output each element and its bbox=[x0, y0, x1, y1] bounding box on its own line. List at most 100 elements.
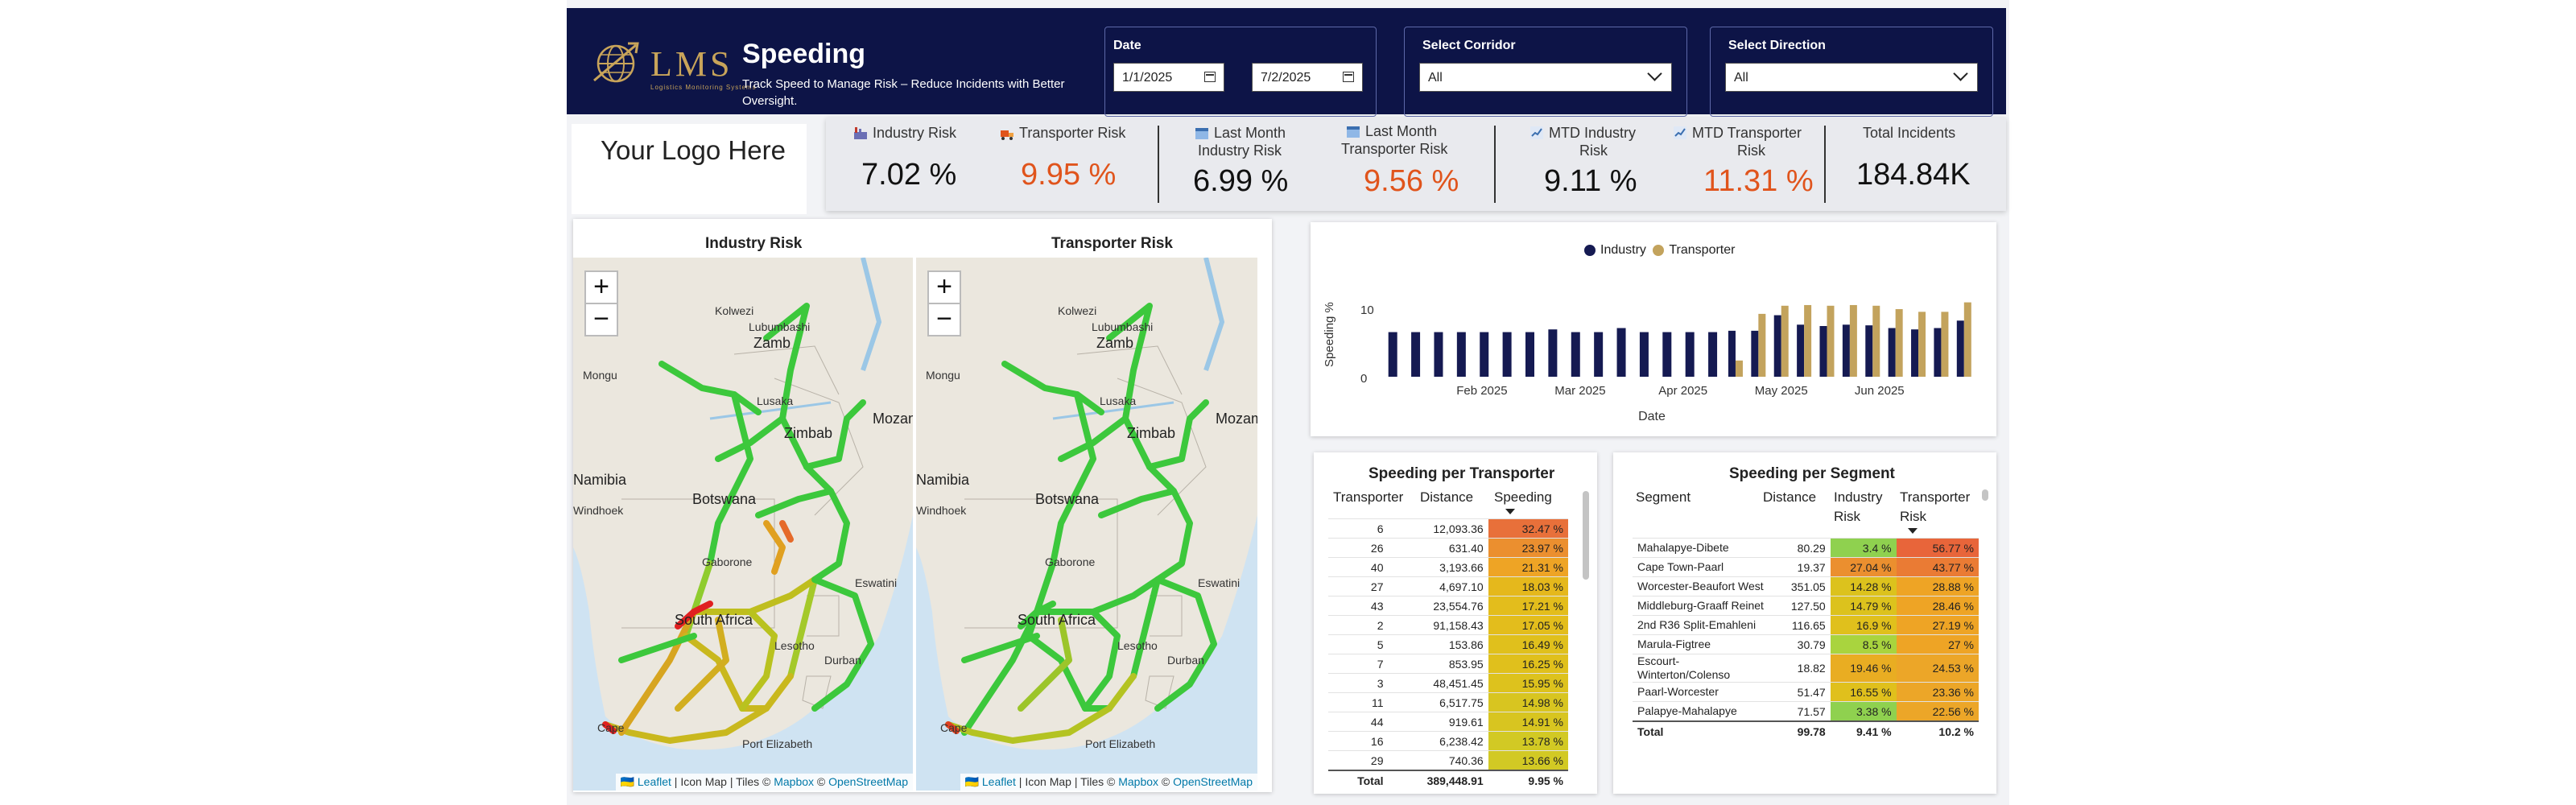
table-row[interactable]: 3 48,451.45 15.95 % bbox=[1328, 673, 1568, 693]
vertical-scrollbar[interactable] bbox=[1982, 489, 1988, 501]
chart-x-axis-label: Date bbox=[1638, 410, 1666, 423]
map-label-windhoek: Windhoek bbox=[916, 504, 967, 517]
industry-bar[interactable] bbox=[1525, 332, 1534, 377]
transporter-bar[interactable] bbox=[1872, 305, 1880, 377]
industry-bar[interactable] bbox=[1480, 332, 1489, 377]
mapbox-link[interactable]: Mapbox bbox=[774, 775, 815, 788]
transporter-bar[interactable] bbox=[1895, 309, 1903, 377]
table-row[interactable]: Paarl-Worcester 51.47 16.55 % 23.36 % bbox=[1633, 682, 1979, 702]
table-row[interactable]: Mahalapye-Dibete 80.29 3.4 % 56.77 % bbox=[1633, 538, 1979, 558]
zoom-in-button[interactable]: + bbox=[927, 270, 961, 304]
industry-risk-map[interactable]: Kolwezi Lubumbashi Zamb Mongu Lusaka Zim… bbox=[573, 258, 913, 791]
industry-bar[interactable] bbox=[1662, 332, 1672, 377]
industry-bar[interactable] bbox=[1594, 332, 1604, 377]
col-header-transporter-risk-1[interactable]: Transporter bbox=[1900, 489, 1971, 505]
industry-bar[interactable] bbox=[1571, 332, 1580, 377]
map-label-gaborone: Gaborone bbox=[1045, 555, 1096, 568]
table-row[interactable]: 2 91,158.43 17.05 % bbox=[1328, 615, 1568, 635]
direction-select[interactable]: All bbox=[1725, 63, 1978, 92]
industry-bar[interactable] bbox=[1751, 330, 1759, 377]
col-header-industry-risk-1[interactable]: Industry bbox=[1834, 489, 1883, 505]
col-header-distance[interactable]: Distance bbox=[1420, 489, 1474, 505]
calendar-icon[interactable] bbox=[1343, 72, 1354, 82]
table-row[interactable]: 16 6,238.42 13.78 % bbox=[1328, 731, 1568, 751]
industry-bar[interactable] bbox=[1685, 332, 1695, 377]
industry-bar[interactable] bbox=[1797, 324, 1805, 377]
industry-bar[interactable] bbox=[1934, 328, 1942, 377]
table-row[interactable]: Worcester-Beaufort West 351.05 14.28 % 28.8… bbox=[1633, 576, 1979, 597]
industry-map-canvas bbox=[573, 258, 913, 791]
transporter-bar[interactable] bbox=[1804, 304, 1812, 377]
industry-bar[interactable] bbox=[1865, 325, 1873, 377]
industry-bar[interactable] bbox=[1888, 328, 1896, 377]
sort-desc-icon[interactable] bbox=[1908, 528, 1918, 534]
transporter-bar[interactable] bbox=[1781, 305, 1789, 377]
corridor-select[interactable]: All bbox=[1419, 63, 1672, 92]
transporter-bar[interactable] bbox=[1941, 312, 1949, 377]
speeding-bar-chart[interactable]: Speeding % 10 0 Date Feb 2025 Mar 2025 Apr… bbox=[1311, 222, 1996, 436]
table-row[interactable]: Cape Town-Paarl 19.37 27.04 % 43.77 % bbox=[1633, 557, 1979, 577]
vertical-scrollbar[interactable] bbox=[1583, 491, 1589, 580]
openstreetmap-link[interactable]: OpenStreetMap bbox=[828, 775, 908, 788]
col-header-transporter-risk-2[interactable]: Risk bbox=[1900, 509, 1927, 524]
leaflet-link[interactable]: Leaflet bbox=[981, 775, 1016, 788]
col-header-speeding[interactable]: Speeding bbox=[1494, 489, 1552, 505]
date-from-input[interactable]: 1/1/2025 bbox=[1113, 63, 1224, 92]
industry-bar[interactable] bbox=[1434, 332, 1443, 377]
table-row[interactable]: 11 6,517.75 14.98 % bbox=[1328, 692, 1568, 712]
industry-bar[interactable] bbox=[1842, 324, 1850, 377]
industry-bar[interactable] bbox=[1911, 329, 1919, 377]
date-to-input[interactable]: 7/2/2025 bbox=[1252, 63, 1363, 92]
industry-bar[interactable] bbox=[1616, 328, 1626, 377]
chevron-down-icon[interactable] bbox=[1647, 66, 1662, 81]
table-row[interactable]: 6 12,093.36 32.47 % bbox=[1328, 518, 1568, 539]
table-row[interactable]: 43 23,554.76 17.21 % bbox=[1328, 596, 1568, 616]
table-row[interactable]: Palapye-Mahalapye 71.57 3.38 % 22.56 % bbox=[1633, 701, 1979, 721]
openstreetmap-link[interactable]: OpenStreetMap bbox=[1173, 775, 1253, 788]
transporter-risk-map[interactable]: Kolwezi Lubumbashi Zamb Mongu Lusaka Zim… bbox=[916, 258, 1257, 791]
table-row[interactable]: 2nd R36 Split-Emahleni 116.65 16.9 % 27.19 … bbox=[1633, 615, 1979, 635]
industry-bar[interactable] bbox=[1639, 332, 1649, 377]
transporter-bar[interactable] bbox=[1735, 360, 1743, 377]
table-row[interactable]: Marula-Figtree 30.79 8.5 % 27 % bbox=[1633, 634, 1979, 654]
zoom-out-button[interactable]: − bbox=[927, 303, 961, 336]
industry-bar[interactable] bbox=[1819, 326, 1827, 377]
industry-bar[interactable] bbox=[1411, 332, 1421, 377]
transporter-bar[interactable] bbox=[1758, 313, 1766, 377]
chart-bars bbox=[1388, 302, 1971, 377]
kpi-last-month-industry-label-1: Last Month bbox=[1214, 125, 1286, 141]
zoom-out-button[interactable]: − bbox=[584, 303, 618, 336]
chevron-down-icon[interactable] bbox=[1953, 66, 1968, 81]
industry-bar[interactable] bbox=[1708, 332, 1718, 377]
col-header-seg-distance[interactable]: Distance bbox=[1763, 489, 1817, 505]
industry-bar[interactable] bbox=[1456, 332, 1466, 377]
table-row[interactable]: Escourt-Winterton/Colenso 18.82 19.46 % 24.… bbox=[1633, 654, 1979, 683]
industry-bar[interactable] bbox=[1773, 315, 1781, 377]
table-row[interactable]: 5 153.86 16.49 % bbox=[1328, 634, 1568, 654]
col-header-industry-risk-2[interactable]: Risk bbox=[1834, 509, 1861, 524]
leaflet-link[interactable]: Leaflet bbox=[637, 775, 671, 788]
table-row[interactable]: 29 740.36 13.66 % bbox=[1328, 750, 1568, 770]
x-tick-label: Feb 2025 bbox=[1456, 384, 1507, 398]
zoom-in-button[interactable]: + bbox=[584, 270, 618, 304]
calendar-icon[interactable] bbox=[1204, 72, 1216, 82]
transporter-bar[interactable] bbox=[1849, 304, 1857, 377]
transporter-bar[interactable] bbox=[1963, 302, 1971, 377]
transporter-bar[interactable] bbox=[1918, 312, 1926, 377]
table-row[interactable]: 7 853.95 16.25 % bbox=[1328, 654, 1568, 674]
industry-bar[interactable] bbox=[1728, 330, 1736, 377]
table-row[interactable]: Middleburg-Graaff Reinet 127.50 14.79 % 28.… bbox=[1633, 596, 1979, 616]
table-row[interactable]: 27 4,697.10 18.03 % bbox=[1328, 576, 1568, 597]
industry-bar[interactable] bbox=[1388, 332, 1397, 377]
table-row[interactable]: 26 631.40 23.97 % bbox=[1328, 538, 1568, 558]
industry-bar[interactable] bbox=[1502, 332, 1512, 377]
table-row[interactable]: 44 919.61 14.91 % bbox=[1328, 712, 1568, 732]
col-header-segment[interactable]: Segment bbox=[1636, 489, 1691, 505]
industry-bar[interactable] bbox=[1956, 320, 1964, 377]
industry-bar[interactable] bbox=[1548, 329, 1558, 377]
transporter-bar[interactable] bbox=[1827, 305, 1835, 377]
table-row[interactable]: 40 3,193.66 21.31 % bbox=[1328, 557, 1568, 577]
col-header-transporter[interactable]: Transporter bbox=[1333, 489, 1404, 505]
sort-desc-icon[interactable] bbox=[1505, 509, 1515, 514]
mapbox-link[interactable]: Mapbox bbox=[1118, 775, 1159, 788]
